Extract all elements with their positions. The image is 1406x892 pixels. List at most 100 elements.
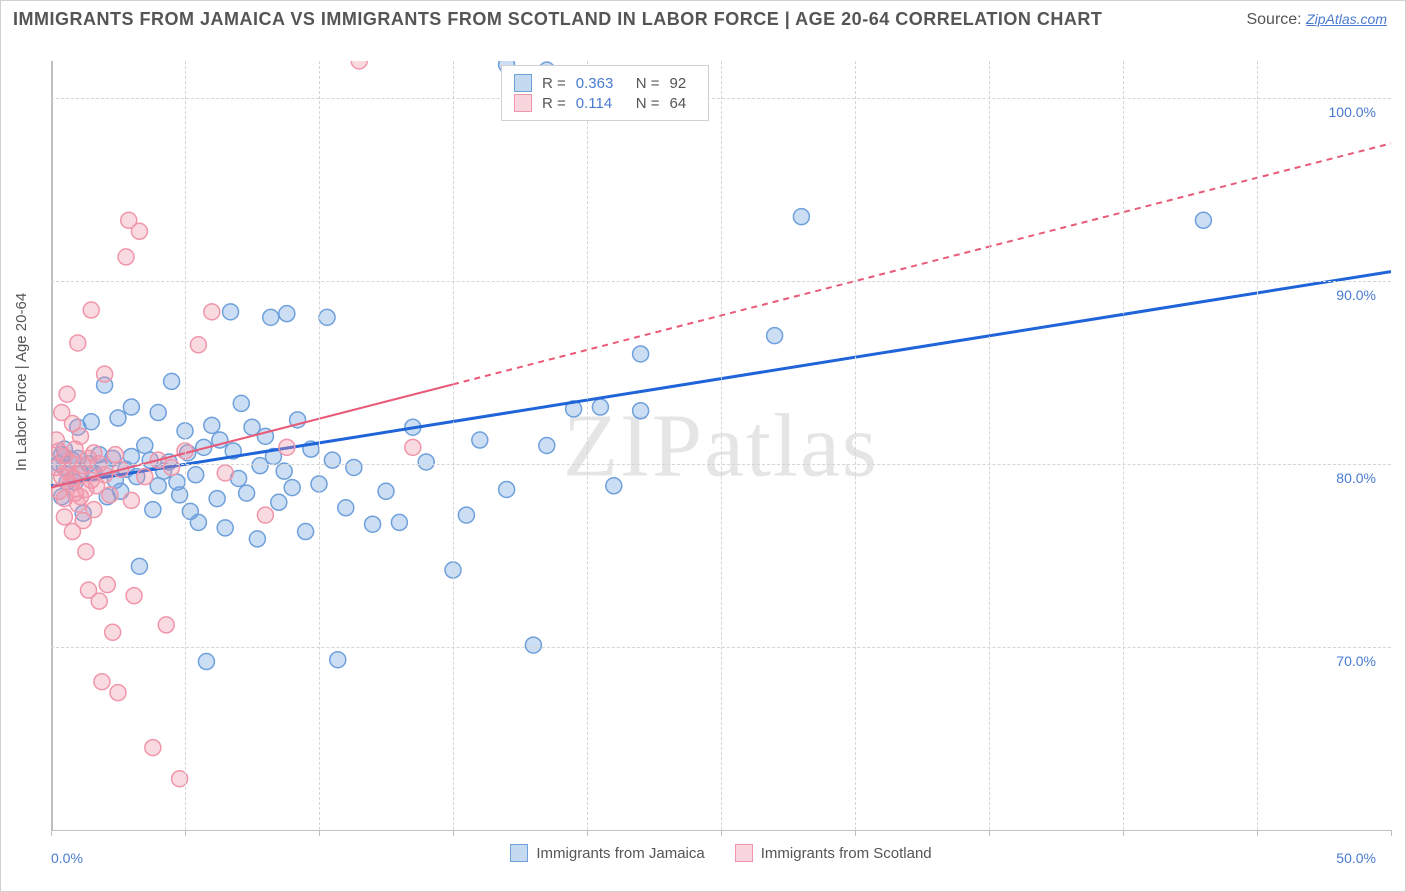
data-point — [405, 419, 421, 435]
data-point — [107, 472, 123, 488]
data-point — [190, 514, 206, 530]
data-point — [145, 740, 161, 756]
data-point — [233, 395, 249, 411]
y-axis-line — [51, 61, 53, 830]
data-point — [75, 505, 91, 521]
gridline-v — [1257, 61, 1258, 830]
data-point — [86, 465, 102, 481]
x-tick — [587, 830, 588, 836]
gridline-v — [989, 61, 990, 830]
data-point — [137, 438, 153, 454]
data-point — [54, 447, 70, 463]
data-point — [1195, 212, 1211, 228]
data-point — [56, 491, 72, 507]
data-point — [126, 588, 142, 604]
x-tick — [1123, 830, 1124, 836]
title-bar: IMMIGRANTS FROM JAMAICA VS IMMIGRANTS FR… — [1, 1, 1405, 34]
data-point — [123, 448, 139, 464]
chart-title: IMMIGRANTS FROM JAMAICA VS IMMIGRANTS FR… — [13, 9, 1102, 30]
trend-line-solid — [51, 384, 453, 487]
gridline-v — [721, 61, 722, 830]
stat-legend: R = 0.363 N = 92 R = 0.114 N = 64 — [501, 65, 709, 121]
gridline-v — [587, 61, 588, 830]
r-label: R = — [542, 75, 566, 92]
data-point — [566, 401, 582, 417]
data-point — [499, 481, 515, 497]
data-point — [606, 478, 622, 494]
data-point — [54, 405, 70, 421]
n-value-jamaica: 92 — [670, 75, 687, 92]
data-point — [276, 463, 292, 479]
data-point — [298, 524, 314, 540]
plot-area: ZIPatlas R = 0.363 N = 92 R = 0.114 N = … — [51, 61, 1391, 831]
data-point — [64, 524, 80, 540]
trend-line-dashed — [453, 143, 1391, 384]
data-point — [99, 489, 115, 505]
data-point — [129, 469, 145, 485]
data-point — [72, 465, 88, 481]
data-point — [324, 452, 340, 468]
x-tick — [721, 830, 722, 836]
swatch-scotland-icon — [514, 94, 532, 112]
legend-swatch-scotland-icon — [735, 844, 753, 862]
data-point — [244, 419, 260, 435]
data-point — [633, 346, 649, 362]
gridline-v — [855, 61, 856, 830]
legend-swatch-jamaica-icon — [510, 844, 528, 862]
data-point — [150, 405, 166, 421]
stat-row-scotland: R = 0.114 N = 64 — [514, 94, 686, 112]
data-point — [351, 61, 367, 69]
data-point — [204, 417, 220, 433]
data-point — [257, 428, 273, 444]
swatch-jamaica-icon — [514, 74, 532, 92]
x-tick — [1391, 830, 1392, 836]
data-point — [83, 302, 99, 318]
r-label2: R = — [542, 95, 566, 112]
data-point — [391, 514, 407, 530]
data-point — [54, 489, 70, 505]
data-point — [91, 447, 107, 463]
data-point — [330, 652, 346, 668]
data-point — [70, 419, 86, 435]
data-point — [56, 441, 72, 457]
data-point — [225, 443, 241, 459]
data-point — [196, 439, 212, 455]
data-point — [113, 483, 129, 499]
data-point — [78, 544, 94, 560]
data-point — [54, 469, 70, 485]
data-point — [161, 454, 177, 470]
data-point — [418, 454, 434, 470]
n-label: N = — [636, 75, 660, 92]
x-tick — [989, 830, 990, 836]
data-point — [131, 223, 147, 239]
data-point — [209, 491, 225, 507]
data-point — [290, 412, 306, 428]
gridline-v — [453, 61, 454, 830]
source-link[interactable]: ZipAtlas.com — [1306, 11, 1387, 27]
bottom-legend: Immigrants from Jamaica Immigrants from … — [51, 844, 1391, 862]
chart-container: IMMIGRANTS FROM JAMAICA VS IMMIGRANTS FR… — [0, 0, 1406, 892]
gridline-v — [1123, 61, 1124, 830]
data-point — [75, 513, 91, 529]
x-tick — [1257, 830, 1258, 836]
y-tick-label: 100.0% — [1329, 104, 1376, 120]
data-point — [239, 485, 255, 501]
data-point — [64, 416, 80, 432]
data-point — [89, 478, 105, 494]
data-point — [67, 485, 83, 501]
data-point — [249, 531, 265, 547]
data-point — [319, 309, 335, 325]
data-point — [56, 448, 72, 464]
data-point — [142, 452, 158, 468]
data-point — [121, 212, 137, 228]
data-point — [107, 447, 123, 463]
n-value-scotland: 64 — [670, 95, 687, 112]
data-point — [97, 467, 113, 483]
data-point — [59, 463, 75, 479]
r-value-scotland: 0.114 — [576, 95, 626, 112]
data-point — [458, 507, 474, 523]
data-point — [131, 558, 147, 574]
stat-row-jamaica: R = 0.363 N = 92 — [514, 74, 686, 92]
data-point — [67, 474, 83, 490]
data-point — [279, 306, 295, 322]
